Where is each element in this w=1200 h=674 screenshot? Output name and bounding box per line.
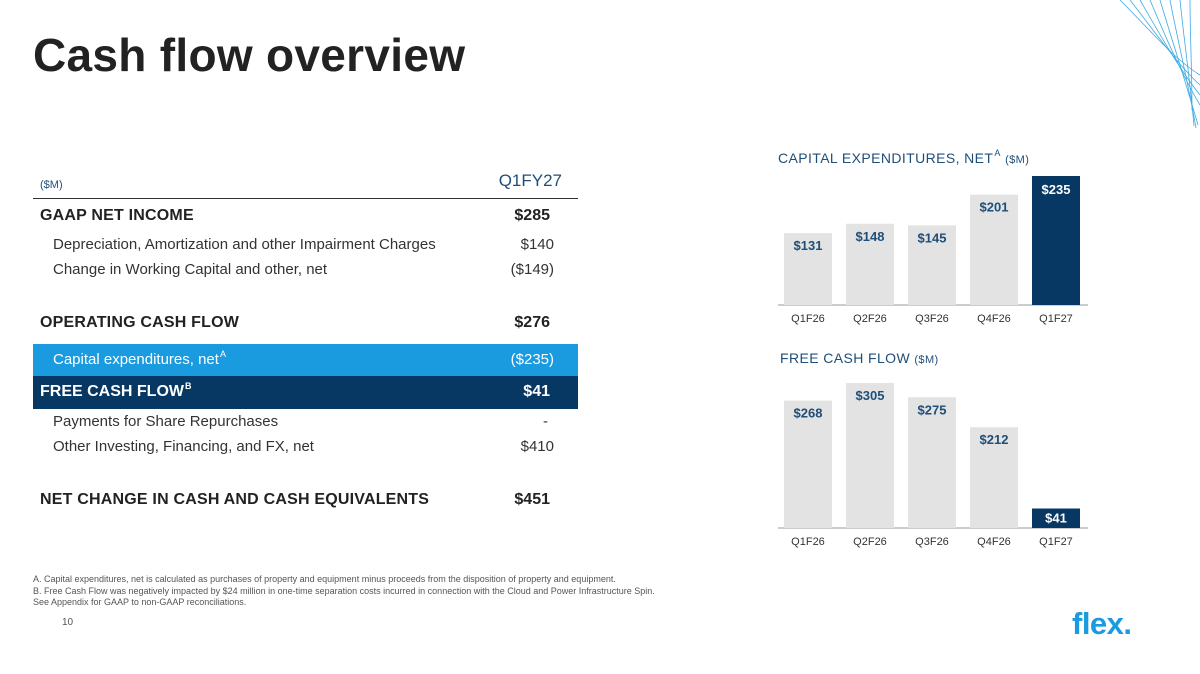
capex-bar-chart: $131 Q1F26 $148 Q2F26 $145 Q3F26 $201 Q4F26 $235… [778, 176, 1088, 325]
table-row-share-repurchases: Payments for Share Repurchases - [33, 409, 578, 434]
bar-q2f26 [846, 383, 894, 528]
row-label: Depreciation, Amortization and other Imp… [53, 236, 436, 253]
table-row-gaap-net-income: GAAP NET INCOME $285 [33, 203, 578, 228]
table-row-depreciation: Depreciation, Amortization and other Imp… [33, 232, 578, 257]
tick-label-q2f26: Q2F26 [853, 313, 887, 325]
row-value: $41 [523, 383, 550, 400]
table-column-header: Q1FY27 [498, 171, 562, 190]
bar-q4f26 [970, 427, 1018, 528]
page-number: 10 [62, 617, 74, 628]
fcf-bar-chart: $268 Q1F26 $305 Q2F26 $275 Q3F26 $212 Q4F26 $41 Q… [778, 383, 1088, 548]
table-unit: ($M) [40, 179, 63, 191]
data-label-q1f26: $268 [794, 406, 823, 421]
tick-label-q4f26: Q4F26 [977, 313, 1011, 325]
row-value: ($235) [510, 351, 554, 368]
data-label-q3f26: $145 [918, 230, 947, 245]
decorative-swoosh [1119, 0, 1200, 129]
row-label: Other Investing, Financing, and FX, net [53, 438, 314, 455]
bar-q1f27 [1032, 508, 1080, 528]
bar-q1f27 [1032, 176, 1080, 305]
row-label: OPERATING CASH FLOW [40, 314, 240, 331]
table-row-working-capital: Change in Working Capital and other, net… [33, 257, 578, 282]
footnotes: A. Capital expenditures, net is calculat… [33, 574, 655, 609]
footnote-appendix: See Appendix for GAAP to non-GAAP reconc… [33, 597, 247, 607]
fcf-chart-title: FREE CASH FLOW ($M) [780, 350, 939, 366]
tick-label-q3f26: Q3F26 [915, 313, 949, 325]
data-label-q4f26: $212 [980, 432, 1009, 447]
data-label-q3f26: $275 [918, 402, 947, 417]
flex-logo: flex. [1072, 606, 1132, 641]
page-title: Cash flow overview [33, 29, 466, 81]
row-label: Payments for Share Repurchases [53, 413, 279, 430]
tick-label-q1f26: Q1F26 [791, 313, 825, 325]
bar-q1f26 [784, 233, 832, 305]
row-value: $285 [514, 207, 550, 224]
tick-label-q1f27: Q1F27 [1039, 313, 1073, 325]
row-label: Change in Working Capital and other, net [53, 261, 328, 278]
row-value: $276 [514, 314, 550, 331]
row-label: NET CHANGE IN CASH AND CASH EQUIVALENTS [40, 491, 430, 508]
tick-label-q4f26: Q4F26 [977, 536, 1011, 548]
bar-q3f26 [908, 225, 956, 305]
tick-label-q1f26: Q1F26 [791, 536, 825, 548]
data-label-q4f26: $201 [980, 200, 1009, 215]
table-row-free-cash-flow: FREE CASH FLOWB $41 [33, 376, 578, 409]
row-value: $140 [520, 236, 554, 253]
footnote-a: A. Capital expenditures, net is calculat… [33, 574, 616, 584]
table-row-other-investing: Other Investing, Financing, and FX, net … [33, 434, 578, 459]
tick-label-q2f26: Q2F26 [853, 536, 887, 548]
row-value: $451 [514, 491, 550, 508]
tick-label-q3f26: Q3F26 [915, 536, 949, 548]
table-row-capex: Capital expenditures, netA ($235) [33, 344, 578, 376]
row-value: - [543, 413, 548, 430]
row-label: FREE CASH FLOWB [40, 381, 192, 400]
table-row-net-change-in-cash: NET CHANGE IN CASH AND CASH EQUIVALENTS … [33, 487, 578, 512]
bar-q2f26 [846, 223, 894, 305]
footnote-b: B. Free Cash Flow was negatively impacte… [33, 585, 655, 596]
bar-q3f26 [908, 397, 956, 528]
data-label-q2f26: $148 [856, 229, 885, 244]
data-label-q1f26: $131 [794, 238, 823, 253]
data-label-q1f27: $235 [1042, 182, 1071, 197]
data-label-q1f27: $41 [1045, 511, 1067, 526]
bar-q1f26 [784, 400, 832, 528]
table-header: ($M) Q1FY27 [33, 165, 578, 199]
row-value: $410 [520, 438, 554, 455]
tick-label-q1f27: Q1F27 [1039, 536, 1073, 548]
capex-chart-title: CAPITAL EXPENDITURES, NETA ($M) [778, 148, 1030, 166]
table-row-operating-cash-flow: OPERATING CASH FLOW $276 [33, 310, 578, 335]
data-label-q2f26: $305 [856, 388, 885, 403]
row-label: Capital expenditures, netA [53, 349, 226, 368]
row-label: GAAP NET INCOME [40, 207, 194, 224]
row-value: ($149) [510, 261, 554, 278]
bar-q4f26 [970, 194, 1018, 305]
cash-flow-table: ($M) Q1FY27 GAAP NET INCOME $285 Depreci… [33, 165, 578, 512]
